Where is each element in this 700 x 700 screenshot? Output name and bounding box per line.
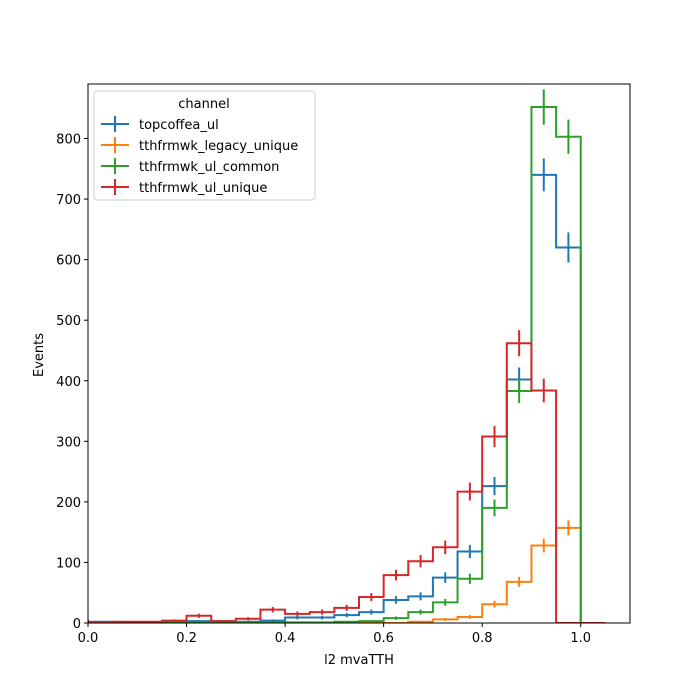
y-tick-label: 400 bbox=[56, 375, 81, 390]
x-tick-label: 0.6 bbox=[373, 631, 394, 646]
x-axis: 0.0 0.2 0.4 0.6 0.8 1.0 bbox=[78, 623, 591, 646]
y-tick-label: 700 bbox=[56, 193, 81, 208]
legend-entry-tthfrmwk_ul_common: tthfrmwk_ul_common bbox=[101, 158, 279, 175]
series-tthfrmwk_ul_unique bbox=[88, 330, 606, 623]
series-tthfrmwk_ul_common bbox=[88, 89, 606, 623]
legend-label: topcoffea_ul bbox=[139, 118, 219, 133]
plot-frame bbox=[87, 83, 631, 624]
series-step-line bbox=[88, 526, 606, 623]
y-axis: 0 100 200 300 400 500 600 700 800 bbox=[56, 133, 88, 632]
legend-label: tthfrmwk_legacy_unique bbox=[139, 139, 298, 154]
x-tick-label: 0.0 bbox=[78, 631, 99, 646]
legend-label: tthfrmwk_ul_unique bbox=[139, 181, 267, 196]
x-axis-title: l2 mvaTTH bbox=[324, 653, 394, 668]
legend-label: tthfrmwk_ul_common bbox=[139, 160, 279, 175]
legend-entry-tthfrmwk_legacy_unique: tthfrmwk_legacy_unique bbox=[101, 137, 298, 154]
x-tick-label: 0.2 bbox=[176, 631, 197, 646]
legend-title: channel bbox=[178, 97, 229, 112]
y-tick-label: 300 bbox=[56, 435, 81, 450]
y-axis-title: Events bbox=[32, 333, 47, 377]
y-tick-label: 500 bbox=[56, 314, 81, 329]
y-tick-label: 200 bbox=[56, 496, 81, 511]
x-tick-label: 0.4 bbox=[275, 631, 296, 646]
series-layer bbox=[88, 89, 606, 623]
series-tthfrmwk_legacy_unique bbox=[88, 520, 606, 623]
y-tick-label: 100 bbox=[56, 556, 81, 571]
series-step-line bbox=[88, 106, 606, 623]
legend-entry-tthfrmwk_ul_unique: tthfrmwk_ul_unique bbox=[101, 179, 267, 196]
x-tick-label: 0.8 bbox=[472, 631, 493, 646]
legend-entry-topcoffea_ul: topcoffea_ul bbox=[101, 116, 219, 133]
y-tick-label: 600 bbox=[56, 254, 81, 269]
y-tick-label: 0 bbox=[73, 617, 81, 632]
legend-box bbox=[93, 90, 316, 201]
x-tick-label: 1.0 bbox=[570, 631, 591, 646]
y-tick-label: 800 bbox=[56, 133, 81, 148]
series-step-line bbox=[88, 342, 606, 623]
legend: channel topcoffea_ul tthfrmwk_legacy_uniq… bbox=[93, 90, 316, 201]
